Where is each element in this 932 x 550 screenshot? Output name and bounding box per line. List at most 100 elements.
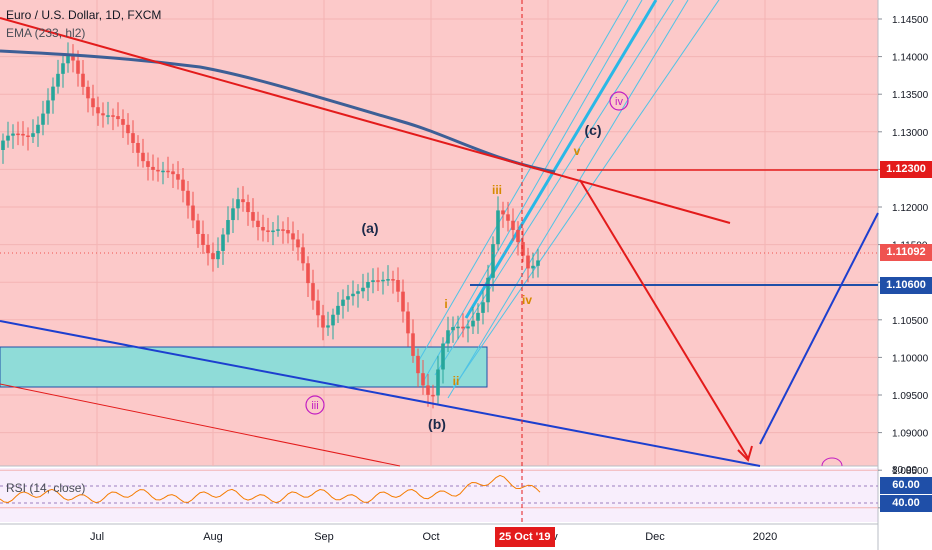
candle-body <box>311 283 315 301</box>
candle-body <box>296 239 300 248</box>
rising-channel <box>417 0 720 399</box>
chart-title: Euro / U.S. Dollar, 1D, FXCM <box>6 8 162 22</box>
rsi-tag-60: 60.00 <box>880 477 932 494</box>
price-tag-resistance: 1.12300 <box>880 161 932 178</box>
candle-body <box>251 212 255 221</box>
channel-line <box>452 0 720 389</box>
candle-body <box>1 140 5 150</box>
candle-body <box>331 314 335 326</box>
candle-body <box>426 385 430 395</box>
candle-body <box>316 300 320 316</box>
wave-label-circled-iii: iii <box>311 400 318 412</box>
candle-body <box>16 133 20 136</box>
channel-line <box>422 0 643 383</box>
rsi-legend: RSI (14, close) <box>6 481 86 495</box>
candle-body <box>466 326 470 329</box>
candle-body <box>151 166 155 170</box>
price-tick-label: 1.09000 <box>892 429 929 440</box>
price-tick-label: 1.12000 <box>892 203 929 214</box>
wave-label-i: i <box>444 297 447 311</box>
wave-label-b: (b) <box>428 416 446 432</box>
candle-body <box>421 373 425 386</box>
candle-body <box>516 229 520 243</box>
candle-body <box>531 265 535 269</box>
candle-body <box>191 205 195 221</box>
candle-body <box>501 210 505 215</box>
candle-body <box>511 220 515 230</box>
wave-circle-iii-icon <box>305 395 325 415</box>
price-axis-ticks: 1.145001.140001.135001.130001.125001.120… <box>878 15 929 515</box>
candle-body <box>91 98 95 108</box>
wave-circle-iv-icon <box>609 91 629 111</box>
candle-body <box>136 142 140 153</box>
candle-body <box>411 333 415 356</box>
candle-body <box>256 220 260 227</box>
candle-body <box>196 220 200 234</box>
wave-label-ii: ii <box>453 374 460 388</box>
candle-body <box>186 190 190 206</box>
candle-body <box>66 55 70 64</box>
candle-body <box>381 279 385 282</box>
price-tag-support: 1.10600 <box>880 277 932 294</box>
candle-body <box>441 343 445 370</box>
price-tag-last: 1.11092 <box>880 244 932 261</box>
candle-body <box>456 326 460 329</box>
candle-body <box>176 174 180 180</box>
candle-body <box>31 133 35 137</box>
wave-label-c: (c) <box>584 122 601 138</box>
ema-legend: EMA (233, hl2) <box>6 26 86 40</box>
candle-body <box>106 115 110 117</box>
candle-body <box>506 214 510 221</box>
price-tick-label: 1.09500 <box>892 391 929 402</box>
candle-body <box>41 113 45 125</box>
date-marker-tag: 25 Oct '19 <box>495 527 555 547</box>
time-tick-label: 2020 <box>753 531 777 543</box>
price-tick-label: 1.14500 <box>892 15 929 26</box>
candles <box>1 42 540 409</box>
candle-body <box>276 229 280 231</box>
candle-body <box>121 119 125 125</box>
candle-body <box>246 202 250 213</box>
candle-body <box>291 233 295 240</box>
candle-body <box>76 60 80 74</box>
channel-line <box>434 0 675 376</box>
wave-label-a: (a) <box>361 220 378 236</box>
candle-body <box>306 263 310 284</box>
candle-body <box>131 133 135 143</box>
candle-body <box>116 116 120 120</box>
candle-body <box>171 171 175 175</box>
candle-body <box>416 355 420 374</box>
candle-body <box>386 279 390 281</box>
candle-body <box>471 320 475 327</box>
candle-body <box>96 107 100 114</box>
candle-body <box>481 302 485 313</box>
candle-body <box>101 113 105 116</box>
candle-body <box>266 230 270 232</box>
price-tick-label: 1.10500 <box>892 316 929 327</box>
time-tick-label: Aug <box>203 531 223 543</box>
candle-body <box>261 226 265 231</box>
candle-body <box>526 255 530 269</box>
candle-body <box>51 86 55 101</box>
candle-body <box>71 55 75 61</box>
candle-body <box>366 281 370 288</box>
candle-body <box>406 311 410 334</box>
candle-body <box>166 170 170 173</box>
candle-body <box>361 287 365 292</box>
candle-body <box>241 199 245 203</box>
candle-body <box>56 73 60 87</box>
candle-body <box>201 233 205 245</box>
candle-body <box>126 124 130 134</box>
candle-body <box>61 63 65 74</box>
channel-median-line <box>464 0 658 319</box>
wave-label-v: v <box>574 144 581 158</box>
candle-body <box>286 230 290 234</box>
candle-body <box>231 208 235 221</box>
candle-body <box>476 312 480 321</box>
candle-body <box>446 330 450 344</box>
time-tick-label: Dec <box>645 531 665 543</box>
candle-body <box>216 250 220 260</box>
candle-body <box>321 315 325 328</box>
